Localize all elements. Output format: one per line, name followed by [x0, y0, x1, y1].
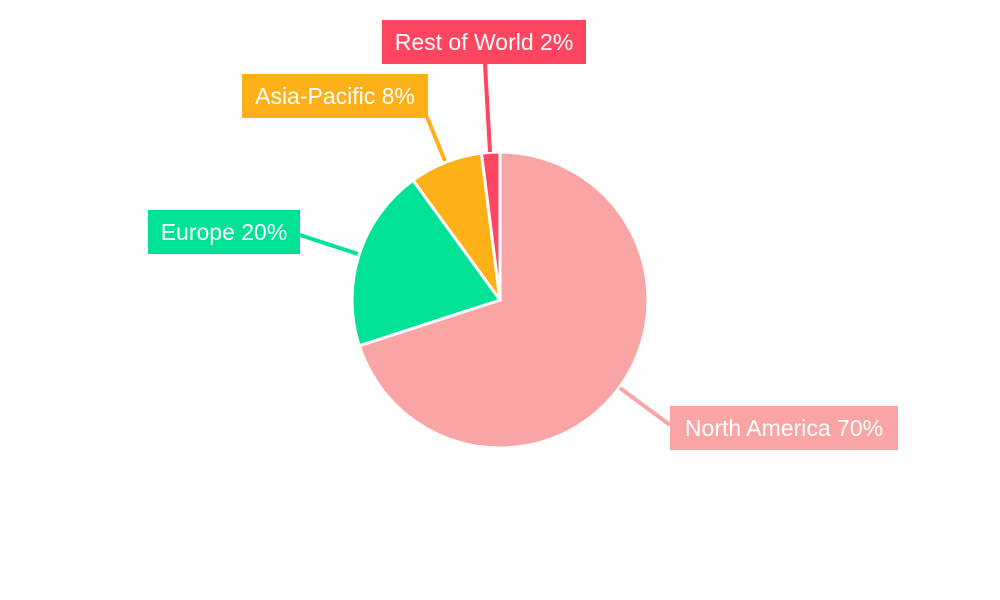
leader-line [483, 63, 492, 153]
leader-line [425, 116, 447, 162]
data-label-box [242, 74, 428, 118]
data-label: Rest of World 2% [395, 29, 574, 55]
data-label: Europe 20% [161, 219, 288, 245]
leader-line [299, 233, 359, 256]
data-label-box [670, 406, 898, 450]
pie-slice-north-america[interactable] [357, 150, 650, 450]
data-label-box [382, 20, 586, 64]
pie-slice-rest-of-world[interactable] [479, 150, 502, 301]
pie-slice-europe[interactable] [350, 178, 503, 348]
leader-line [618, 386, 672, 427]
data-label-box [148, 210, 300, 254]
data-label: Asia-Pacific 8% [255, 83, 415, 109]
data-label: North America 70% [685, 415, 883, 441]
